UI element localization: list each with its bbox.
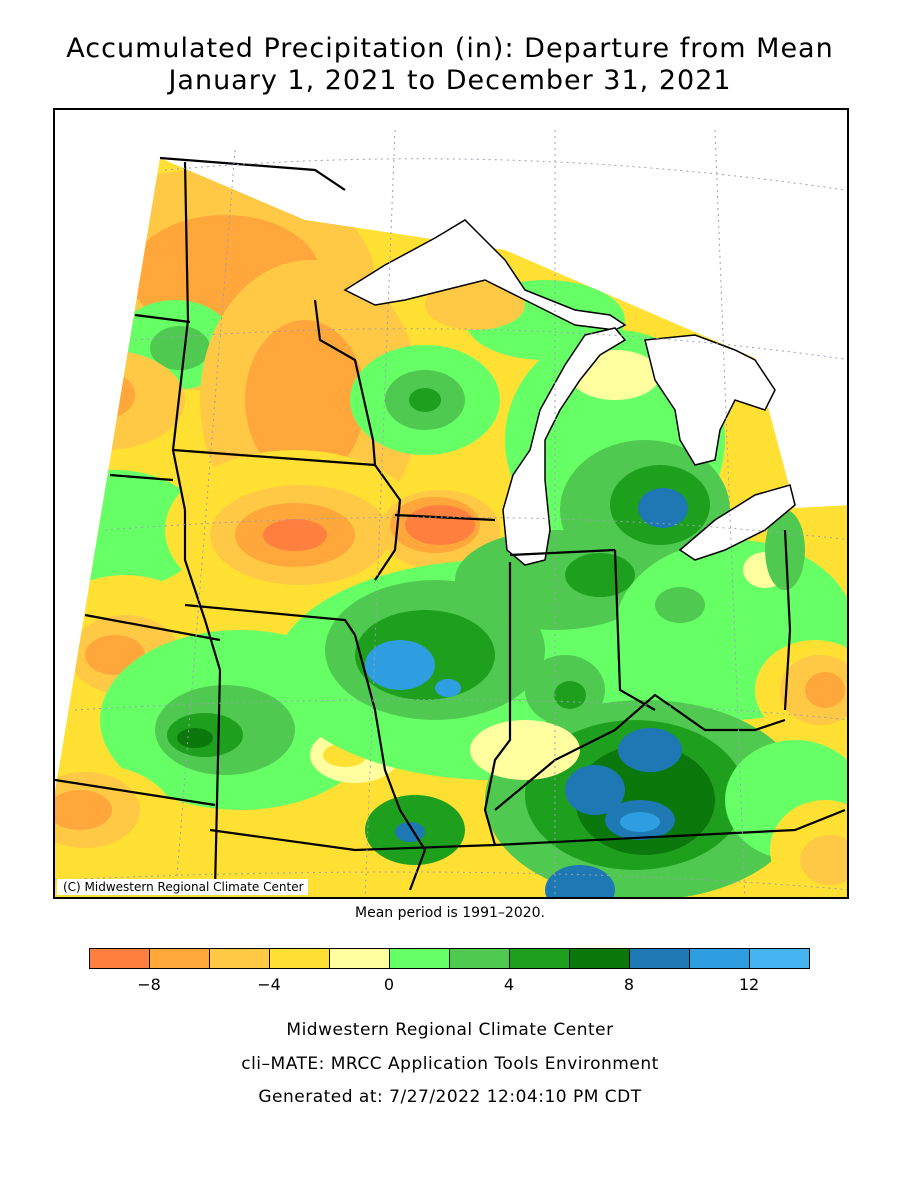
state-boundaries (55, 156, 846, 891)
legend-swatch (569, 948, 630, 969)
footer-organization: Midwestern Regional Climate Center (286, 1020, 614, 1040)
footer-generated: Generated at: 7/27/2022 12:04:10 PM CDT (258, 1087, 642, 1107)
legend-swatch (629, 948, 690, 969)
great-lakes (343, 219, 796, 566)
map-date-range: January 1, 2021 to December 31, 2021 (168, 65, 732, 96)
map-panel: (C) Midwestern Regional Climate Center (53, 108, 849, 899)
legend-swatch (389, 948, 450, 969)
legend-tick-label: −8 (137, 975, 161, 994)
legend-tick-label: 4 (503, 975, 515, 994)
legend-swatch (209, 948, 270, 969)
lake-huron (644, 334, 776, 466)
legend-tick-label: −4 (257, 975, 281, 994)
legend-swatch (329, 948, 390, 969)
legend-swatch (509, 948, 570, 969)
map-title: Accumulated Precipitation (in): Departur… (66, 33, 834, 64)
legend-swatch (689, 948, 750, 969)
lake-superior (343, 219, 627, 331)
precipitation-map (55, 129, 847, 897)
mean-period-note: Mean period is 1991–2020. (355, 905, 545, 921)
legend-tick-label: 0 (383, 975, 395, 994)
legend-swatch (89, 948, 150, 969)
lake-michigan (502, 327, 627, 566)
color-legend (89, 948, 810, 969)
legend-swatch (269, 948, 330, 969)
graticule (55, 129, 847, 897)
footer-tool: cli–MATE: MRCC Application Tools Environ… (241, 1054, 659, 1074)
legend-swatch (149, 948, 210, 969)
map-credit: (C) Midwestern Regional Climate Center (57, 879, 308, 895)
legend-swatch (449, 948, 510, 969)
legend-tick-label: 12 (738, 975, 760, 994)
lake-erie (678, 484, 796, 561)
legend-tick-label: 8 (623, 975, 635, 994)
legend-swatch (749, 948, 810, 969)
legend-tick-labels: −8 −4 0 4 8 12 (0, 975, 900, 997)
